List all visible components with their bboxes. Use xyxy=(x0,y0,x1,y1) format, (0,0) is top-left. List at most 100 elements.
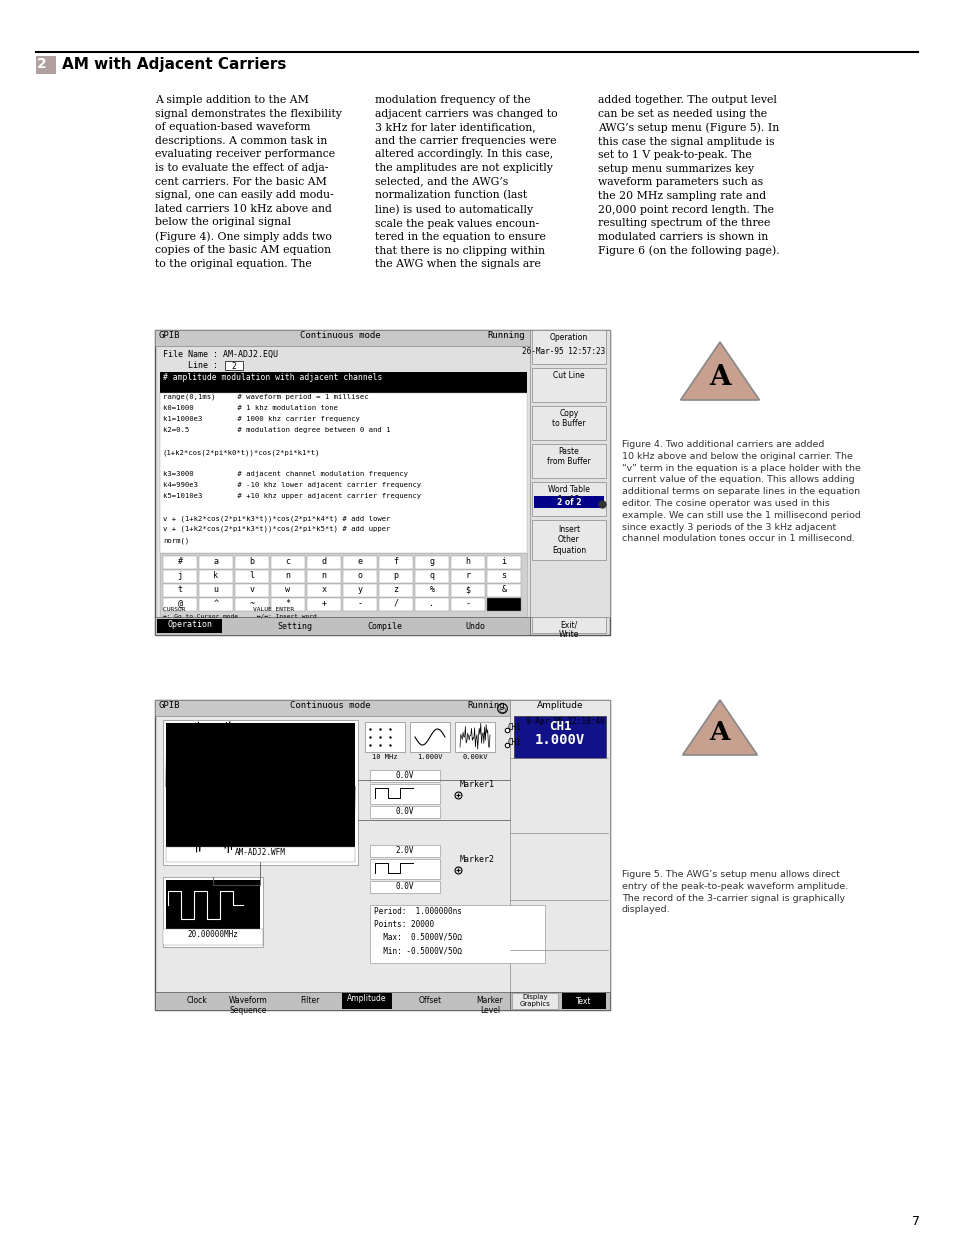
Text: CH1: CH1 xyxy=(548,720,571,734)
Text: 1.000V: 1.000V xyxy=(535,734,584,747)
Text: #: # xyxy=(177,557,182,566)
Bar xyxy=(370,784,439,804)
Bar xyxy=(343,556,376,569)
Text: 0.0V: 0.0V xyxy=(395,882,414,890)
Bar xyxy=(36,56,56,74)
Text: 2: 2 xyxy=(232,362,236,370)
Text: range(0,1ms)     # waveform period = 1 millisec: range(0,1ms) # waveform period = 1 milli… xyxy=(163,394,368,400)
Text: o: o xyxy=(357,571,362,580)
Text: j: j xyxy=(177,571,182,580)
Text: 9-Apr-95 12:18:40: 9-Apr-95 12:18:40 xyxy=(526,718,604,726)
Bar xyxy=(532,520,605,559)
Bar xyxy=(486,598,520,611)
Text: # amplitude modulation with adjacent channels: # amplitude modulation with adjacent cha… xyxy=(163,373,382,382)
Bar xyxy=(370,806,439,818)
Text: Marker
Level: Marker Level xyxy=(476,995,503,1015)
Text: y: y xyxy=(357,585,362,594)
Bar xyxy=(154,330,530,346)
Text: 2 of 2: 2 of 2 xyxy=(557,498,580,508)
Bar xyxy=(534,496,603,508)
Text: Continuous mode: Continuous mode xyxy=(290,701,370,710)
Text: Marker2: Marker2 xyxy=(459,855,495,864)
Bar xyxy=(234,556,269,569)
Bar xyxy=(532,406,605,440)
Text: u: u xyxy=(213,585,218,594)
Bar xyxy=(378,571,413,583)
Bar xyxy=(415,584,449,597)
Bar xyxy=(307,584,340,597)
Bar xyxy=(512,993,558,1009)
Text: Text: Text xyxy=(576,997,591,1007)
Text: @: @ xyxy=(177,599,182,608)
Text: AM-ADJ2.WFM: AM-ADJ2.WFM xyxy=(234,848,285,857)
Text: CH1: CH1 xyxy=(507,722,521,732)
Bar xyxy=(157,619,222,634)
Bar xyxy=(199,556,233,569)
Text: 0.0V: 0.0V xyxy=(395,806,414,816)
Bar xyxy=(225,361,243,370)
Text: Period:  1.000000ns: Period: 1.000000ns xyxy=(374,906,461,916)
Text: GPIB: GPIB xyxy=(159,331,180,340)
Bar xyxy=(160,372,526,385)
Text: CH1: CH1 xyxy=(507,739,521,747)
Text: Exit/
Write: Exit/ Write xyxy=(558,620,578,640)
Bar xyxy=(343,584,376,597)
Text: q: q xyxy=(429,571,434,580)
Text: a: a xyxy=(213,557,218,566)
Bar xyxy=(370,881,439,893)
Bar xyxy=(532,368,605,403)
Bar xyxy=(166,847,355,862)
Text: Waveform
Sequence: Waveform Sequence xyxy=(229,995,267,1015)
Text: Insert
Other
Equation: Insert Other Equation xyxy=(552,525,585,555)
Bar xyxy=(166,881,260,930)
Bar xyxy=(163,556,196,569)
Text: l: l xyxy=(250,571,254,580)
Text: %: % xyxy=(429,585,434,594)
Text: Max:  0.5000V/50Ω: Max: 0.5000V/50Ω xyxy=(374,932,461,942)
Bar xyxy=(370,905,544,963)
Text: w: w xyxy=(285,585,291,594)
Bar xyxy=(166,722,355,850)
Bar xyxy=(532,330,605,364)
Text: Marker1: Marker1 xyxy=(459,781,495,789)
Text: k4=990e3         # -10 khz lower adjacent carrier frequency: k4=990e3 # -10 khz lower adjacent carrie… xyxy=(163,482,420,488)
Bar xyxy=(532,445,605,478)
Bar xyxy=(530,330,609,618)
Bar xyxy=(154,330,609,635)
Bar xyxy=(307,556,340,569)
Bar xyxy=(163,877,263,947)
Text: *: * xyxy=(285,599,291,608)
Bar xyxy=(163,598,196,611)
Text: modulation frequency of the
adjacent carriers was changed to
3 kHz for later ide: modulation frequency of the adjacent car… xyxy=(375,95,558,269)
Text: Filter: Filter xyxy=(300,995,319,1005)
Text: Operation: Operation xyxy=(168,620,213,629)
Bar xyxy=(160,393,526,553)
Polygon shape xyxy=(682,700,757,755)
Bar xyxy=(532,482,605,516)
Bar xyxy=(343,598,376,611)
Text: File Name : AM-ADJ2.EQU: File Name : AM-ADJ2.EQU xyxy=(163,350,277,359)
Polygon shape xyxy=(679,342,759,400)
Bar xyxy=(307,598,340,611)
Text: 1.000V: 1.000V xyxy=(416,755,442,760)
Text: ^: ^ xyxy=(213,599,218,608)
Text: ↔: Go to Cursor mode     ↔/↔: Insert word: ↔: Go to Cursor mode ↔/↔: Insert word xyxy=(163,614,316,619)
Text: Continuous mode: Continuous mode xyxy=(299,331,380,340)
Bar xyxy=(163,720,357,864)
Bar xyxy=(451,584,484,597)
Text: 10 MHz: 10 MHz xyxy=(372,755,397,760)
Text: Amplitude: Amplitude xyxy=(347,994,386,1003)
Text: k0=1000          # 1 khz modulation tone: k0=1000 # 1 khz modulation tone xyxy=(163,405,337,411)
Bar xyxy=(199,598,233,611)
Bar xyxy=(163,571,196,583)
Bar xyxy=(370,860,439,879)
Text: &: & xyxy=(501,585,506,594)
Bar xyxy=(234,598,269,611)
Bar xyxy=(415,598,449,611)
Text: A: A xyxy=(709,720,729,745)
Bar xyxy=(514,716,605,758)
Bar xyxy=(160,385,526,393)
Text: Min: -0.5000V/50Ω: Min: -0.5000V/50Ω xyxy=(374,946,461,955)
Text: 2: 2 xyxy=(37,57,47,70)
Bar xyxy=(378,598,413,611)
